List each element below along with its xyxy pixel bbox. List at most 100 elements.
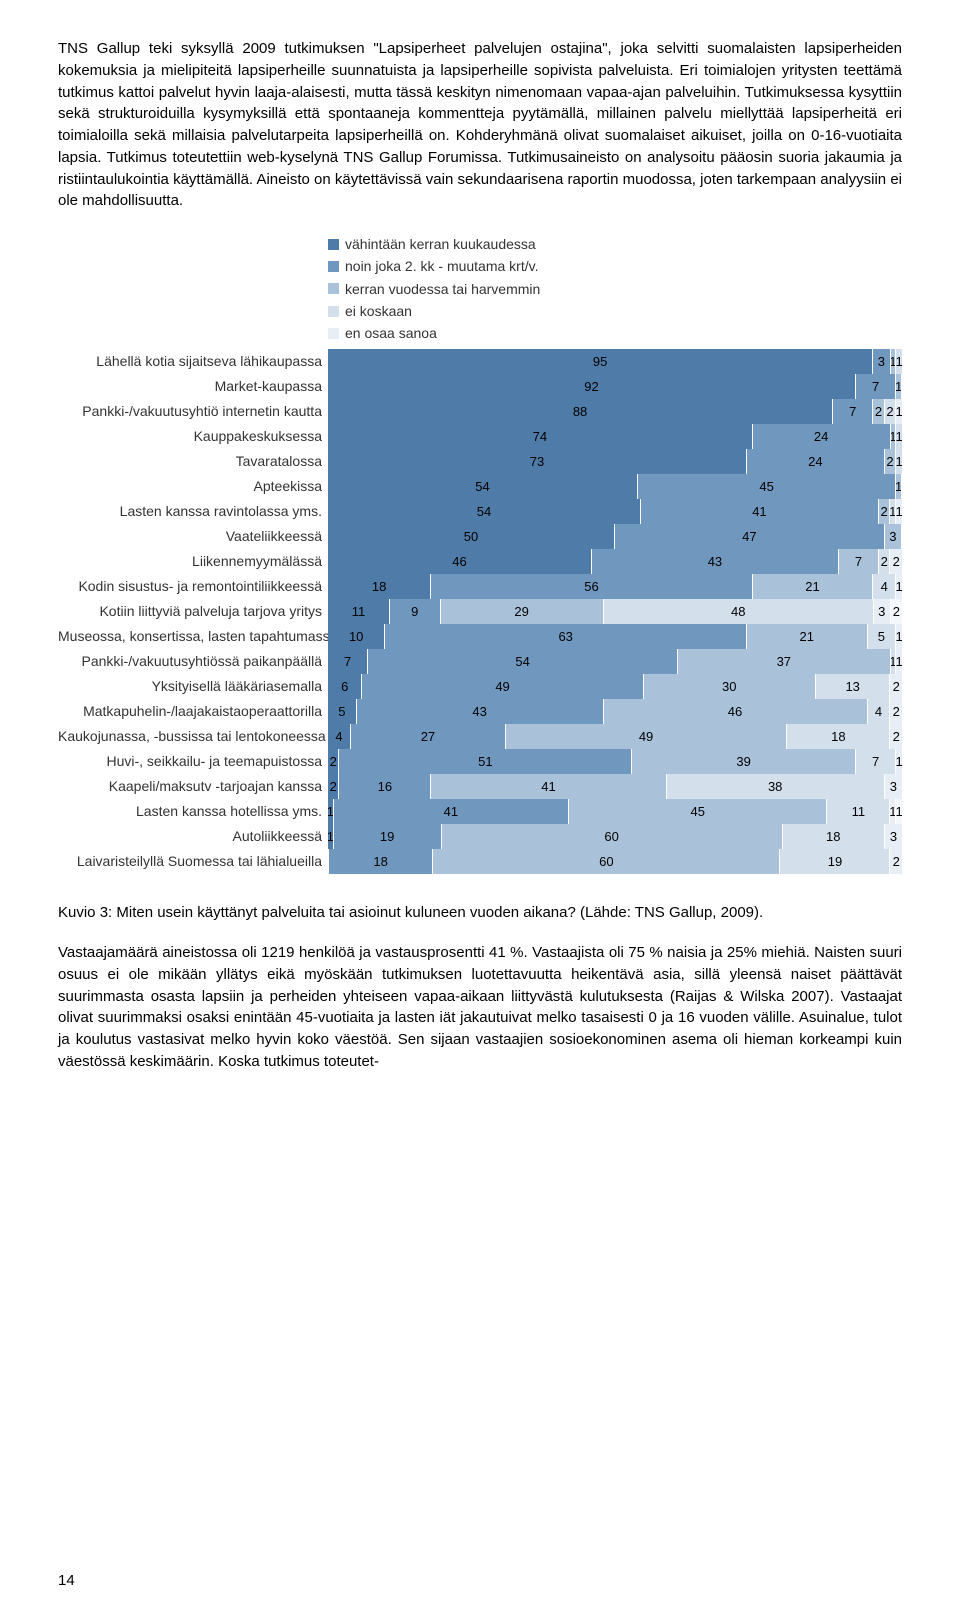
bar-segment: 43 (592, 549, 839, 574)
bar-segment: 1 (896, 499, 902, 524)
bar-segment: 41 (334, 799, 569, 824)
row-segments: 95311 (328, 349, 902, 374)
legend-item: en osaa sanoa (328, 323, 628, 343)
chart-row: Matkapuhelin-/laajakaistaoperaattorilla5… (58, 699, 902, 724)
bar-segment: 54 (328, 474, 638, 499)
bar-segment: 18 (787, 724, 890, 749)
bar-segment: 2 (890, 849, 902, 874)
bar-segment: 60 (433, 849, 780, 874)
bar-segment: 38 (667, 774, 885, 799)
chart-caption: Kuvio 3: Miten usein käyttänyt palveluit… (58, 902, 902, 924)
bar-segment: 56 (431, 574, 752, 599)
bar-segment: 5 (868, 624, 897, 649)
row-segments: 732421 (328, 449, 902, 474)
row-label: Kaukojunassa, -bussissa tai lentokoneess… (58, 724, 328, 749)
row-label: Pankki-/vakuutusyhtiössä paikanpäällä (58, 649, 328, 674)
legend-item: vähintään kerran kuukaudessa (328, 234, 628, 254)
bar-segment: 2 (879, 499, 891, 524)
bar-segment: 73 (328, 449, 747, 474)
bar-segment: 41 (431, 774, 666, 799)
row-segments: 742411 (328, 424, 902, 449)
bar-segment: 3 (885, 524, 902, 549)
chart-row: Lasten kanssa ravintolassa yms.5441211 (58, 499, 902, 524)
bar-segment: 3 (874, 599, 891, 624)
chart-rows: Lähellä kotia sijaitseva lähikaupassa953… (58, 349, 902, 874)
bar-segment: 29 (441, 599, 604, 624)
legend-label: ei koskaan (345, 301, 412, 321)
row-segments: 64930132 (328, 674, 902, 699)
bar-segment: 2 (891, 599, 902, 624)
row-label: Huvi-, seikkailu- ja teemapuistossa (58, 749, 328, 774)
bar-segment: 27 (351, 724, 506, 749)
bar-segment: 21 (753, 574, 874, 599)
bar-segment: 2 (885, 449, 896, 474)
row-label: Autoliikkeessä (58, 824, 328, 849)
chart-row: Apteekissa544510 (58, 474, 902, 499)
bar-segment: 21 (747, 624, 868, 649)
row-label: Kotiin liittyviä palveluja tarjova yrity… (58, 599, 328, 624)
bar-segment: 7 (856, 374, 896, 399)
bar-segment: 5 (328, 699, 357, 724)
chart-row: Vaateliikkeessä504730 (58, 524, 902, 549)
bar-segment: 50 (328, 524, 615, 549)
row-segments: 5434642 (328, 699, 902, 724)
intro-paragraph: TNS Gallup teki syksyllä 2009 tutkimukse… (58, 38, 902, 212)
bar-segment: 30 (644, 674, 816, 699)
bar-segment: 49 (362, 674, 643, 699)
row-segments: 119294832 (328, 599, 902, 624)
row-segments: 11960183 (328, 824, 902, 849)
bar-segment: 1 (896, 799, 902, 824)
chart-row: Kaapeli/maksutv -tarjoajan kanssa2164138… (58, 774, 902, 799)
chart-row: Pankki-/vakuutusyhtiö internetin kautta8… (58, 399, 902, 424)
bar-segment: 2 (890, 549, 901, 574)
row-segments: 504730 (328, 524, 902, 549)
chart-row: Lähellä kotia sijaitseva lähikaupassa953… (58, 349, 902, 374)
row-segments: 5441211 (328, 499, 902, 524)
bar-segment: 19 (780, 849, 890, 874)
row-segments: 21641383 (328, 774, 902, 799)
row-label: Tavaratalossa (58, 449, 328, 474)
bar-segment: 7 (328, 649, 368, 674)
bar-segment: 37 (678, 649, 890, 674)
row-label: Yksityisellä lääkäriasemalla (58, 674, 328, 699)
row-segments: 4643722 (328, 549, 902, 574)
bar-segment: 1 (896, 749, 902, 774)
chart-row: Laivaristeilyllä Suomessa tai lähialueil… (58, 849, 902, 874)
bar-segment: 1 (896, 349, 902, 374)
legend-swatch (328, 261, 339, 272)
row-label: Kaapeli/maksutv -tarjoajan kanssa (58, 774, 328, 799)
bar-segment: 39 (632, 749, 856, 774)
row-segments: 92710 (328, 374, 902, 399)
bar-segment: 18 (783, 824, 885, 849)
row-segments: 01860192 (328, 849, 902, 874)
bar-segment: 2 (890, 699, 901, 724)
bar-segment: 13 (816, 674, 891, 699)
bar-segment: 2 (890, 724, 901, 749)
legend-label: en osaa sanoa (345, 323, 437, 343)
row-label: Vaateliikkeessä (58, 524, 328, 549)
legend-item: kerran vuodessa tai harvemmin (328, 279, 628, 299)
bar-segment: 11 (827, 799, 890, 824)
row-label: Pankki-/vakuutusyhtiö internetin kautta (58, 399, 328, 424)
bar-segment: 24 (747, 449, 885, 474)
chart-row: Kauppakeskuksessa742411 (58, 424, 902, 449)
bar-segment: 3 (885, 824, 902, 849)
chart-row: Museossa, konsertissa, lasten tapahtumas… (58, 624, 902, 649)
legend-item: noin joka 2. kk - muutama krt/v. (328, 256, 628, 276)
row-label: Kodin sisustus- ja remontointiliikkeessä (58, 574, 328, 599)
row-label: Lasten kanssa hotellissa yms. (58, 799, 328, 824)
chart-row: Tavaratalossa732421 (58, 449, 902, 474)
bar-segment: 2 (885, 399, 896, 424)
legend-swatch (328, 306, 339, 317)
bar-segment: 48 (604, 599, 874, 624)
row-label: Laivaristeilyllä Suomessa tai lähialueil… (58, 849, 328, 874)
bar-segment: 54 (328, 499, 641, 524)
row-segments: 141451111 (328, 799, 902, 824)
bar-segment: 47 (615, 524, 885, 549)
bar-segment: 41 (641, 499, 879, 524)
bar-segment: 45 (569, 799, 827, 824)
chart-row: Pankki-/vakuutusyhtiössä paikanpäällä754… (58, 649, 902, 674)
bar-segment: 92 (328, 374, 856, 399)
legend-swatch (328, 239, 339, 250)
bar-segment: 4 (873, 574, 896, 599)
